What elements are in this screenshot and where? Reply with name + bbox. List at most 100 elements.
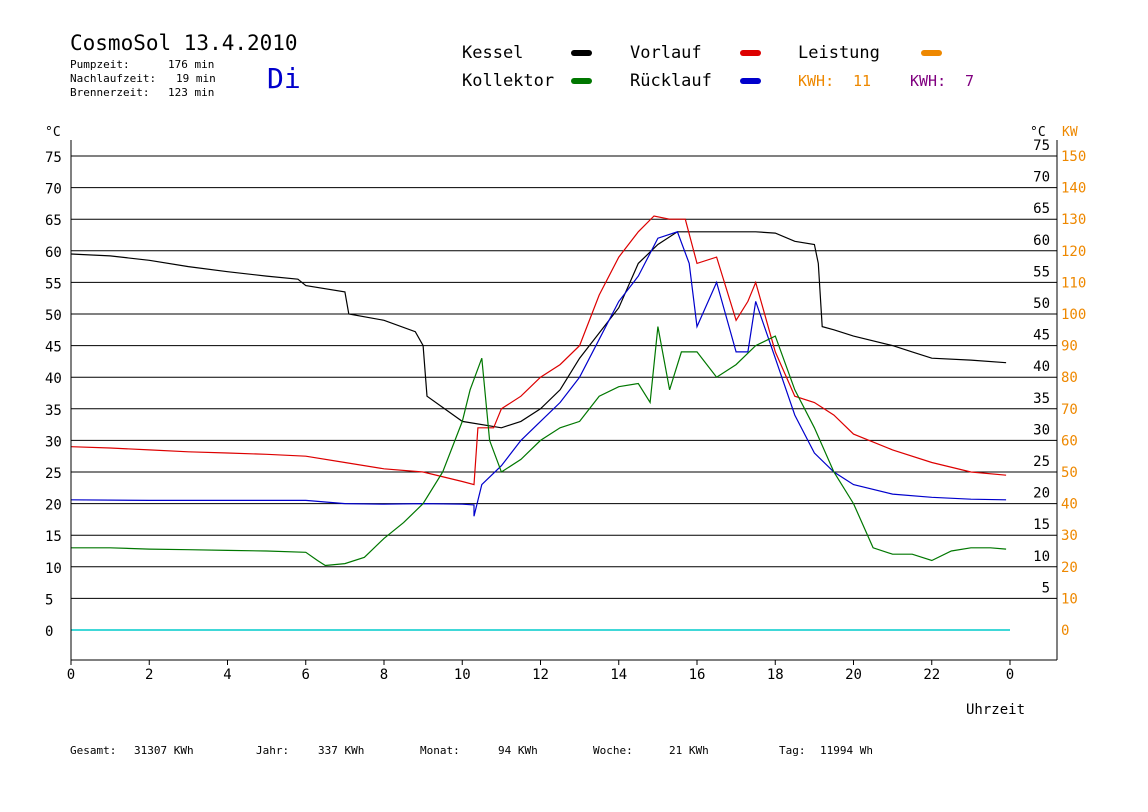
y-tick-label-left: 5 [45, 592, 53, 608]
y-tick-label-right-power: 40 [1061, 497, 1078, 513]
y-tick-label-right-power: 150 [1061, 149, 1086, 165]
footer-gesamt-label: Gesamt: [70, 744, 116, 757]
legend-kwh2-value: 7 [965, 72, 974, 90]
legend-kessel-swatch [571, 50, 592, 56]
x-tick-label: 8 [380, 667, 388, 683]
x-tick-label: 10 [454, 667, 471, 683]
legend-vorlauf-label: Vorlauf [630, 43, 702, 63]
brenner-value: 123 min [168, 86, 214, 99]
y-tick-label-right-power: 70 [1061, 402, 1078, 418]
footer-monat-label: Monat: [420, 744, 460, 757]
y-tick-label-right-temp: 15 [1033, 517, 1050, 533]
y-tick-label-left: 30 [45, 434, 62, 450]
y-tick-label-left: 50 [45, 308, 62, 324]
footer-woche-value: 21 KWh [669, 744, 709, 757]
y-tick-label-left: 0 [45, 624, 53, 640]
y-tick-label-right-temp: 30 [1033, 422, 1050, 438]
x-tick-label: 0 [67, 667, 75, 683]
legend-kollektor-label: Kollektor [462, 71, 554, 91]
series-kollektor-line [71, 327, 1006, 566]
x-tick-label: 16 [689, 667, 706, 683]
x-tick-label: 14 [610, 667, 627, 683]
footer-woche-label: Woche: [593, 744, 633, 757]
y-tick-label-right-temp: 10 [1033, 549, 1050, 565]
legend-kessel-label: Kessel [462, 43, 523, 63]
y-tick-label-left: 40 [45, 371, 62, 387]
y-tick-label-right-power: 60 [1061, 433, 1078, 449]
y-tick-label-left: 20 [45, 498, 62, 514]
x-tick-label: 20 [845, 667, 862, 683]
y-tick-label-right-temp: 70 [1033, 170, 1050, 186]
y-tick-label-left: 55 [45, 276, 62, 292]
y-tick-label-right-power: 120 [1061, 244, 1086, 260]
left-axis-unit: °C [45, 125, 61, 140]
pump-label: Pumpzeit: [70, 58, 130, 71]
nach-label: Nachlaufzeit: [70, 72, 156, 85]
y-tick-label-left: 75 [45, 150, 62, 166]
footer-tag-value: 11994 Wh [820, 744, 873, 757]
nach-value: 19 min [176, 72, 216, 85]
x-tick-label: 4 [223, 667, 231, 683]
legend-vorlauf-swatch [740, 50, 761, 56]
y-tick-label-left: 15 [45, 529, 62, 545]
series-ruecklauf-line [71, 232, 1006, 516]
legend-ruecklauf-swatch [740, 78, 761, 84]
day-label: Di [267, 62, 301, 95]
y-tick-label-left: 10 [45, 561, 62, 577]
y-tick-label-left: 35 [45, 403, 62, 419]
footer-gesamt-value: 31307 KWh [134, 744, 194, 757]
legend-leistung-swatch [921, 50, 942, 56]
y-tick-label-right-temp: 65 [1033, 201, 1050, 217]
legend-leistung-label: Leistung [798, 43, 880, 63]
y-tick-label-left: 25 [45, 466, 62, 482]
y-tick-label-left: 45 [45, 340, 62, 356]
y-tick-label-right-temp: 35 [1033, 391, 1050, 407]
x-tick-label: 18 [767, 667, 784, 683]
x-tick-label: 0 [1006, 667, 1014, 683]
chart-title: CosmoSol 13.4.2010 [70, 31, 298, 55]
solar-chart: CosmoSol 13.4.2010 Pumpzeit: 176 min Nac… [0, 0, 1148, 812]
legend-kwh1-label: KWH: [798, 72, 834, 90]
legend-kwh1-value: 11 [853, 72, 871, 90]
x-axis-title: Uhrzeit [966, 702, 1025, 718]
y-tick-label-right-power: 0 [1061, 623, 1069, 639]
y-tick-label-right-power: 80 [1061, 370, 1078, 386]
legend-kwh2-label: KWH: [910, 72, 946, 90]
x-tick-label: 6 [302, 667, 310, 683]
footer-jahr-value: 337 KWh [318, 744, 364, 757]
x-tick-label: 2 [145, 667, 153, 683]
y-tick-label-right-temp: 50 [1033, 296, 1050, 312]
y-tick-label-right-power: 10 [1061, 591, 1078, 607]
x-tick-label: 12 [532, 667, 549, 683]
y-tick-label-right-power: 20 [1061, 560, 1078, 576]
brenner-label: Brennerzeit: [70, 86, 149, 99]
y-tick-label-left: 60 [45, 245, 62, 261]
y-tick-label-left: 65 [45, 213, 62, 229]
footer-tag-label: Tag: [779, 744, 806, 757]
y-tick-label-right-power: 110 [1061, 275, 1086, 291]
y-tick-label-right-power: 140 [1061, 181, 1086, 197]
y-tick-label-right-temp: 5 [1042, 580, 1050, 596]
y-tick-label-right-temp: 60 [1033, 233, 1050, 249]
series-kessel-line [71, 232, 1006, 428]
y-tick-label-right-power: 90 [1061, 339, 1078, 355]
legend-ruecklauf-label: Rücklauf [630, 71, 712, 91]
y-tick-label-right-temp: 40 [1033, 359, 1050, 375]
pump-value: 176 min [168, 58, 214, 71]
footer-monat-value: 94 KWh [498, 744, 538, 757]
series-vorlauf-line [71, 216, 1006, 485]
y-tick-label-right-power: 100 [1061, 307, 1086, 323]
y-tick-label-right-temp: 45 [1033, 328, 1050, 344]
y-tick-label-right-temp: 25 [1033, 454, 1050, 470]
footer-jahr-label: Jahr: [256, 744, 289, 757]
legend-kollektor-swatch [571, 78, 592, 84]
x-tick-label: 22 [923, 667, 940, 683]
right-axis-unit-power: KW [1062, 125, 1078, 140]
y-tick-label-right-temp: 20 [1033, 486, 1050, 502]
y-tick-label-left: 70 [45, 182, 62, 198]
y-tick-label-right-power: 130 [1061, 212, 1086, 228]
y-tick-label-right-power: 30 [1061, 528, 1078, 544]
y-tick-label-right-temp: 75 [1033, 138, 1050, 154]
y-tick-label-right-power: 50 [1061, 465, 1078, 481]
y-tick-label-right-temp: 55 [1033, 264, 1050, 280]
